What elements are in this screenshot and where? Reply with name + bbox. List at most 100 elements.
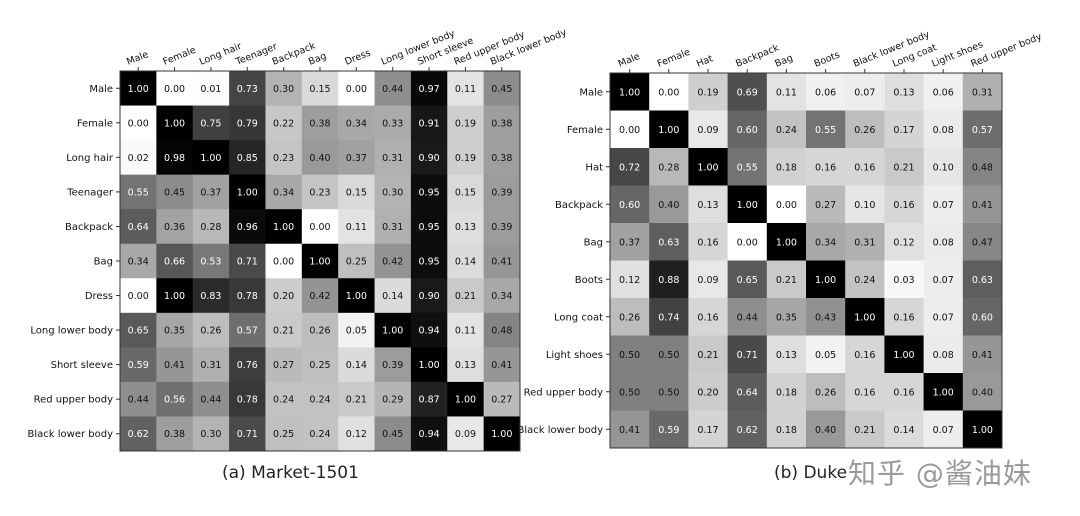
heatmap-cell <box>688 148 729 186</box>
heatmap-cell <box>806 73 846 111</box>
cell-value-label: 0.11 <box>346 222 367 233</box>
cell-value-label: 0.88 <box>658 275 679 286</box>
heatmap-cell <box>120 416 157 452</box>
cell-value-label: 1.00 <box>309 257 330 268</box>
cell-value-label: 0.07 <box>854 87 875 98</box>
cell-value-label: 0.19 <box>697 87 718 98</box>
heatmap-cell <box>265 278 303 314</box>
row-label: Hat <box>585 162 603 173</box>
heatmap-cell <box>962 373 1003 411</box>
cell-value-label: 0.39 <box>491 222 512 233</box>
cell-value-label: 0.64 <box>737 387 758 398</box>
heatmap-cell <box>338 209 376 245</box>
heatmap-cell <box>120 278 157 314</box>
cell-value-label: 0.00 <box>346 84 367 95</box>
heatmap-cell <box>845 410 885 449</box>
heatmap-cell <box>410 209 448 245</box>
heatmap-cell <box>923 298 964 336</box>
cell-value-label: 0.21 <box>273 326 294 337</box>
heatmap-cell <box>649 73 689 111</box>
cell-value-label: 0.24 <box>273 395 294 406</box>
cell-value-label: 0.27 <box>815 200 836 211</box>
heatmap-cell <box>338 174 376 210</box>
heatmap-cell <box>447 278 485 314</box>
heatmap-cell <box>301 105 339 141</box>
cell-value-label: 0.19 <box>455 118 476 129</box>
cell-value-label: 0.16 <box>854 387 875 398</box>
cell-value-label: 0.30 <box>200 429 221 440</box>
cell-value-label: 0.31 <box>854 237 875 248</box>
heatmap-cell <box>338 105 376 141</box>
cell-value-label: 1.00 <box>491 429 512 440</box>
heatmap-cell <box>962 223 1003 261</box>
row-label: Red upper body <box>34 395 113 406</box>
cell-value-label: 0.18 <box>776 425 797 436</box>
heatmap-cell <box>649 298 689 336</box>
heatmap-cell <box>806 410 846 449</box>
heatmap-cell <box>156 105 194 141</box>
heatmap-cell <box>192 416 230 452</box>
cell-value-label: 0.47 <box>972 237 993 248</box>
cell-value-label: 0.65 <box>128 326 149 337</box>
row-label: Backpack <box>555 200 603 211</box>
heatmap-cell <box>265 140 303 176</box>
cell-value-label: 0.08 <box>933 237 954 248</box>
row-label: Female <box>77 118 113 129</box>
cell-value-label: 0.21 <box>346 395 367 406</box>
cell-value-label: 0.00 <box>619 125 640 136</box>
row-label: Red upper body <box>524 387 603 398</box>
cell-value-label: 0.97 <box>419 84 440 95</box>
heatmap-cell <box>156 381 194 417</box>
heatmap-cell <box>410 140 448 176</box>
heatmap-cell <box>727 148 768 186</box>
heatmap-cell <box>806 148 846 186</box>
heatmap-cell <box>374 174 412 210</box>
heatmap-cell <box>410 312 448 348</box>
heatmap-cell <box>649 223 689 261</box>
heatmap-cell <box>845 373 885 411</box>
heatmap-cell <box>727 73 768 111</box>
cell-value-label: 0.79 <box>237 118 258 129</box>
cell-value-label: 0.41 <box>972 350 993 361</box>
heatmap-cell <box>766 223 807 261</box>
heatmap-cell <box>610 335 650 374</box>
cell-value-label: 0.00 <box>658 87 679 98</box>
heatmap-cell <box>962 335 1003 374</box>
cell-value-label: 0.53 <box>200 257 221 268</box>
heatmap-cell <box>156 140 194 176</box>
cell-value-label: 0.64 <box>128 222 149 233</box>
heatmap-cell <box>447 71 485 107</box>
cell-value-label: 0.90 <box>419 291 440 302</box>
heatmap-cell <box>610 185 650 224</box>
cell-value-label: 0.16 <box>697 237 718 248</box>
heatmap-cell <box>229 140 266 176</box>
column-label: Boots <box>813 50 842 70</box>
heatmap-cell <box>265 105 303 141</box>
heatmap-cell <box>447 312 485 348</box>
cell-value-label: 0.71 <box>237 257 258 268</box>
heatmap-frame <box>609 72 1003 449</box>
heatmap-cell <box>727 185 768 224</box>
heatmap-cell <box>120 209 157 245</box>
cell-value-label: 0.62 <box>737 425 758 436</box>
caption-market: (a) Market-1501 <box>222 463 359 483</box>
row-label: Short sleeve <box>51 360 113 371</box>
cell-value-label: 1.00 <box>972 425 993 436</box>
heatmap-cell <box>374 278 412 314</box>
cell-value-label: 0.34 <box>815 237 836 248</box>
heatmap-cell <box>727 298 768 336</box>
watermark-text: 知乎 @酱油妹 <box>848 457 1032 490</box>
heatmap-cell <box>884 373 925 411</box>
heatmap-cell <box>962 110 1003 149</box>
cell-value-label: 0.31 <box>382 222 403 233</box>
cell-value-label: 0.41 <box>164 360 185 371</box>
cell-value-label: 0.12 <box>893 237 914 248</box>
heatmap-cell <box>338 312 376 348</box>
cell-value-label: 0.28 <box>200 222 221 233</box>
cell-value-label: 0.40 <box>972 387 993 398</box>
cell-value-label: 0.65 <box>737 275 758 286</box>
heatmap-cell <box>338 278 376 314</box>
cell-value-label: 0.16 <box>697 312 718 323</box>
cell-value-label: 0.38 <box>491 118 512 129</box>
cell-value-label: 0.26 <box>619 312 640 323</box>
